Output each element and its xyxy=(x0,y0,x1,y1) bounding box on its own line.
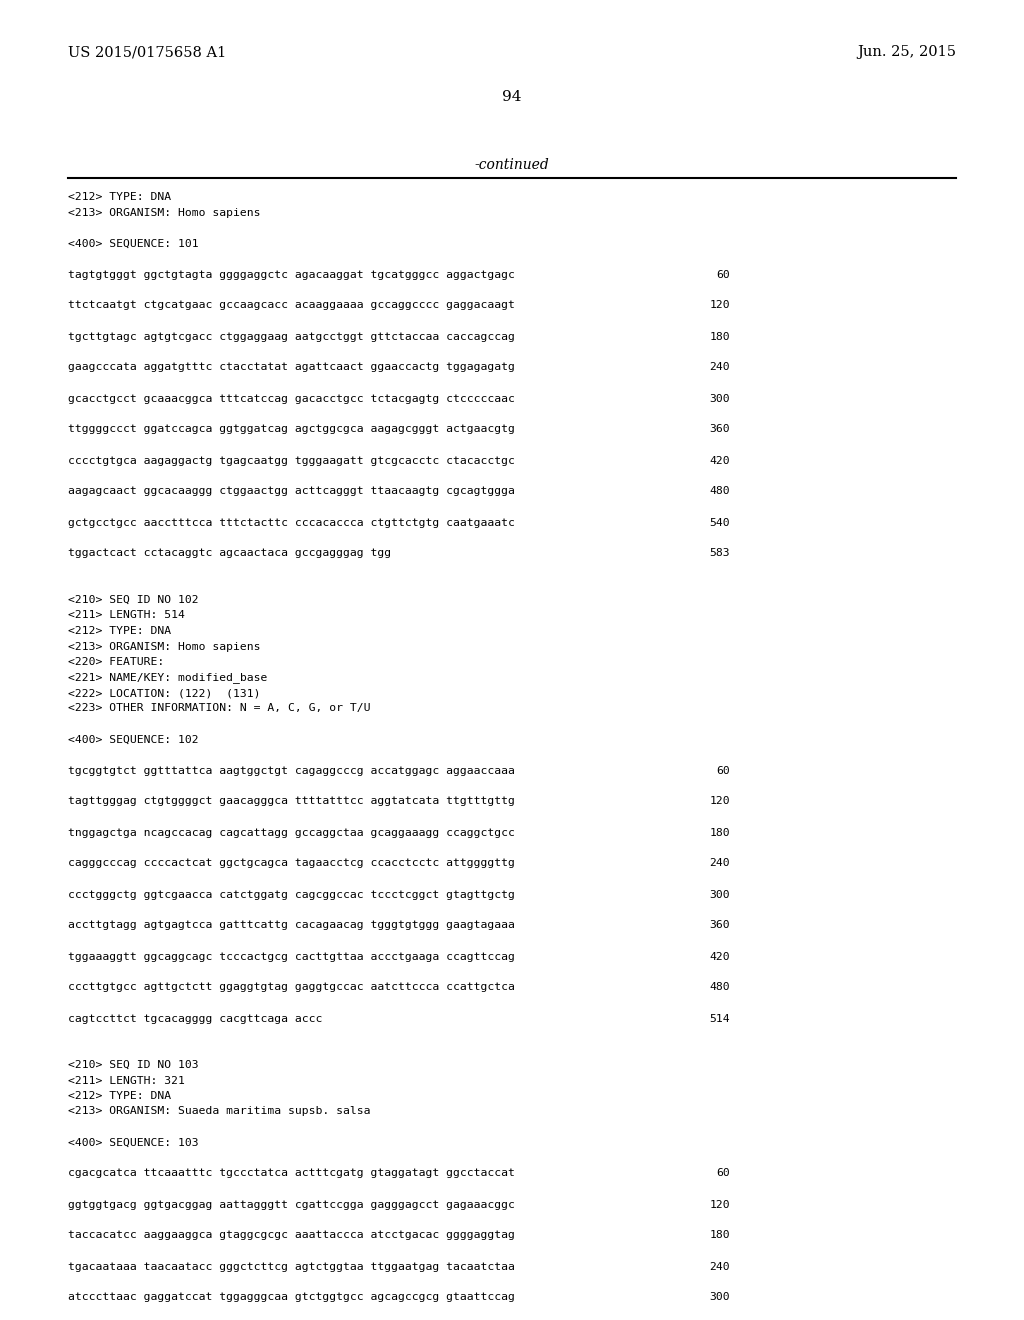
Text: accttgtagg agtgagtcca gatttcattg cacagaacag tgggtgtggg gaagtagaaa: accttgtagg agtgagtcca gatttcattg cacagaa… xyxy=(68,920,515,931)
Text: 94: 94 xyxy=(502,90,522,104)
Text: <213> ORGANISM: Suaeda maritima supsb. salsa: <213> ORGANISM: Suaeda maritima supsb. s… xyxy=(68,1106,371,1117)
Text: tgacaataaa taacaatacc gggctcttcg agtctggtaa ttggaatgag tacaatctaa: tgacaataaa taacaatacc gggctcttcg agtctgg… xyxy=(68,1262,515,1271)
Text: atcccttaac gaggatccat tggagggcaa gtctggtgcc agcagccgcg gtaattccag: atcccttaac gaggatccat tggagggcaa gtctggt… xyxy=(68,1292,515,1303)
Text: 514: 514 xyxy=(710,1014,730,1023)
Text: <210> SEQ ID NO 102: <210> SEQ ID NO 102 xyxy=(68,595,199,605)
Text: 583: 583 xyxy=(710,549,730,558)
Text: US 2015/0175658 A1: US 2015/0175658 A1 xyxy=(68,45,226,59)
Text: cccctgtgca aagaggactg tgagcaatgg tgggaagatt gtcgcacctc ctacacctgc: cccctgtgca aagaggactg tgagcaatgg tgggaag… xyxy=(68,455,515,466)
Text: Jun. 25, 2015: Jun. 25, 2015 xyxy=(857,45,956,59)
Text: <400> SEQUENCE: 103: <400> SEQUENCE: 103 xyxy=(68,1138,199,1147)
Text: cccttgtgcc agttgctctt ggaggtgtag gaggtgccac aatcttccca ccattgctca: cccttgtgcc agttgctctt ggaggtgtag gaggtgc… xyxy=(68,982,515,993)
Text: <221> NAME/KEY: modified_base: <221> NAME/KEY: modified_base xyxy=(68,672,267,684)
Text: <211> LENGTH: 514: <211> LENGTH: 514 xyxy=(68,610,185,620)
Text: 60: 60 xyxy=(716,1168,730,1179)
Text: 180: 180 xyxy=(710,828,730,837)
Text: gaagcccata aggatgtttc ctacctatat agattcaact ggaaccactg tggagagatg: gaagcccata aggatgtttc ctacctatat agattca… xyxy=(68,363,515,372)
Text: taccacatcc aaggaaggca gtaggcgcgc aaattaccca atcctgacac ggggaggtag: taccacatcc aaggaaggca gtaggcgcgc aaattac… xyxy=(68,1230,515,1241)
Text: <211> LENGTH: 321: <211> LENGTH: 321 xyxy=(68,1076,185,1085)
Text: 300: 300 xyxy=(710,393,730,404)
Text: ccctgggctg ggtcgaacca catctggatg cagcggccac tccctcggct gtagttgctg: ccctgggctg ggtcgaacca catctggatg cagcggc… xyxy=(68,890,515,899)
Text: tagtgtgggt ggctgtagta ggggaggctc agacaaggat tgcatgggcc aggactgagc: tagtgtgggt ggctgtagta ggggaggctc agacaag… xyxy=(68,269,515,280)
Text: 60: 60 xyxy=(716,269,730,280)
Text: cgacgcatca ttcaaatttc tgccctatca actttcgatg gtaggatagt ggcctaccat: cgacgcatca ttcaaatttc tgccctatca actttcg… xyxy=(68,1168,515,1179)
Text: <223> OTHER INFORMATION: N = A, C, G, or T/U: <223> OTHER INFORMATION: N = A, C, G, or… xyxy=(68,704,371,714)
Text: <213> ORGANISM: Homo sapiens: <213> ORGANISM: Homo sapiens xyxy=(68,642,260,652)
Text: ttggggccct ggatccagca ggtggatcag agctggcgca aagagcgggt actgaacgtg: ttggggccct ggatccagca ggtggatcag agctggc… xyxy=(68,425,515,434)
Text: gcacctgcct gcaaacggca tttcatccag gacacctgcc tctacgagtg ctcccccaac: gcacctgcct gcaaacggca tttcatccag gacacct… xyxy=(68,393,515,404)
Text: 420: 420 xyxy=(710,455,730,466)
Text: <212> TYPE: DNA: <212> TYPE: DNA xyxy=(68,626,171,636)
Text: <210> SEQ ID NO 103: <210> SEQ ID NO 103 xyxy=(68,1060,199,1071)
Text: tggactcact cctacaggtc agcaactaca gccgagggag tgg: tggactcact cctacaggtc agcaactaca gccgagg… xyxy=(68,549,391,558)
Text: <213> ORGANISM: Homo sapiens: <213> ORGANISM: Homo sapiens xyxy=(68,207,260,218)
Text: 180: 180 xyxy=(710,1230,730,1241)
Text: gctgcctgcc aacctttcca tttctacttc cccacaccca ctgttctgtg caatgaaatc: gctgcctgcc aacctttcca tttctacttc cccacac… xyxy=(68,517,515,528)
Text: <212> TYPE: DNA: <212> TYPE: DNA xyxy=(68,191,171,202)
Text: 360: 360 xyxy=(710,425,730,434)
Text: 240: 240 xyxy=(710,1262,730,1271)
Text: 120: 120 xyxy=(710,301,730,310)
Text: tnggagctga ncagccacag cagcattagg gccaggctaa gcaggaaagg ccaggctgcc: tnggagctga ncagccacag cagcattagg gccaggc… xyxy=(68,828,515,837)
Text: cagggcccag ccccactcat ggctgcagca tagaacctcg ccacctcctc attggggttg: cagggcccag ccccactcat ggctgcagca tagaacc… xyxy=(68,858,515,869)
Text: ggtggtgacg ggtgacggag aattagggtt cgattccgga gagggagcct gagaaacggc: ggtggtgacg ggtgacggag aattagggtt cgattcc… xyxy=(68,1200,515,1209)
Text: aagagcaact ggcacaaggg ctggaactgg acttcagggt ttaacaagtg cgcagtggga: aagagcaact ggcacaaggg ctggaactgg acttcag… xyxy=(68,487,515,496)
Text: <222> LOCATION: (122)  (131): <222> LOCATION: (122) (131) xyxy=(68,688,260,698)
Text: tagttgggag ctgtggggct gaacagggca ttttatttcc aggtatcata ttgtttgttg: tagttgggag ctgtggggct gaacagggca ttttatt… xyxy=(68,796,515,807)
Text: 120: 120 xyxy=(710,1200,730,1209)
Text: tgcttgtagc agtgtcgacc ctggaggaag aatgcctggt gttctaccaa caccagccag: tgcttgtagc agtgtcgacc ctggaggaag aatgcct… xyxy=(68,331,515,342)
Text: 180: 180 xyxy=(710,331,730,342)
Text: <400> SEQUENCE: 102: <400> SEQUENCE: 102 xyxy=(68,734,199,744)
Text: <400> SEQUENCE: 101: <400> SEQUENCE: 101 xyxy=(68,239,199,248)
Text: 300: 300 xyxy=(710,1292,730,1303)
Text: ttctcaatgt ctgcatgaac gccaagcacc acaaggaaaa gccaggcccc gaggacaagt: ttctcaatgt ctgcatgaac gccaagcacc acaagga… xyxy=(68,301,515,310)
Text: 540: 540 xyxy=(710,517,730,528)
Text: 120: 120 xyxy=(710,796,730,807)
Text: tggaaaggtt ggcaggcagc tcccactgcg cacttgttaa accctgaaga ccagttccag: tggaaaggtt ggcaggcagc tcccactgcg cacttgt… xyxy=(68,952,515,961)
Text: 480: 480 xyxy=(710,487,730,496)
Text: 360: 360 xyxy=(710,920,730,931)
Text: cagtccttct tgcacagggg cacgttcaga accc: cagtccttct tgcacagggg cacgttcaga accc xyxy=(68,1014,323,1023)
Text: 300: 300 xyxy=(710,890,730,899)
Text: 60: 60 xyxy=(716,766,730,776)
Text: 420: 420 xyxy=(710,952,730,961)
Text: 480: 480 xyxy=(710,982,730,993)
Text: tgcggtgtct ggtttattca aagtggctgt cagaggcccg accatggagc aggaaccaaa: tgcggtgtct ggtttattca aagtggctgt cagaggc… xyxy=(68,766,515,776)
Text: -continued: -continued xyxy=(475,158,549,172)
Text: 240: 240 xyxy=(710,858,730,869)
Text: 240: 240 xyxy=(710,363,730,372)
Text: <212> TYPE: DNA: <212> TYPE: DNA xyxy=(68,1092,171,1101)
Text: <220> FEATURE:: <220> FEATURE: xyxy=(68,657,164,667)
